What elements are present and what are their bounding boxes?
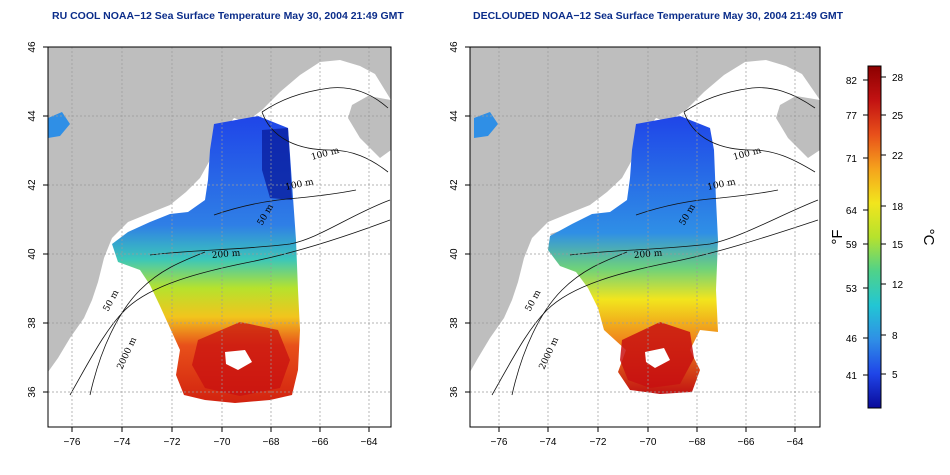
plot-frame-right (469, 46, 821, 428)
x-tick-left-3: −70 (214, 437, 231, 448)
fahrenheit-tick-7: 41 (846, 371, 858, 382)
contour-label-right-4: 50 m (524, 288, 544, 313)
y-tick-right-0: 46 (449, 41, 460, 53)
x-tick-right-3: −70 (640, 437, 657, 448)
celsius-tick-7: 5 (892, 370, 898, 381)
contour-label-left-5: 2000 m (116, 336, 140, 372)
fahrenheit-tick-6: 46 (846, 334, 858, 345)
contour-label-right-0: 100 m (732, 146, 763, 163)
graticule-right (470, 47, 820, 427)
contour-100m-left (213, 87, 389, 216)
y-tick-left-1: 44 (27, 110, 38, 122)
tick-marks-left (43, 46, 370, 432)
celsius-tick-5: 12 (892, 280, 904, 291)
contour-label-left-4: 50 m (102, 288, 122, 313)
land-mass-right (470, 47, 820, 372)
land-mass-left (48, 47, 391, 372)
contour-2000m-left (69, 219, 391, 396)
panel-title-right: DECLOUDED NOAA−12 Sea Surface Temperatur… (473, 10, 844, 22)
nova-scotia-land-left (348, 96, 391, 158)
sst-cold-patch-left (262, 128, 292, 200)
contour-200m-left (149, 199, 391, 256)
celsius-unit-label: °C (920, 229, 937, 246)
contour-label-right-3: 200 m (633, 248, 663, 260)
sst-cloud-gap-left (225, 350, 252, 370)
contour-label-left-0: 100 m (310, 146, 341, 163)
x-tick-right-5: −66 (738, 437, 755, 448)
y-tick-left-3: 40 (27, 248, 38, 260)
contour-50m-right (511, 251, 628, 396)
graticule-left (48, 47, 391, 427)
x-tick-left-0: −76 (64, 437, 81, 448)
x-tick-right-2: −72 (590, 437, 607, 448)
fahrenheit-tick-3: 64 (846, 206, 858, 217)
y-tick-left-4: 38 (27, 317, 38, 329)
sst-patch-north-left (48, 112, 70, 138)
fahrenheit-tick-4: 59 (846, 240, 858, 251)
x-tick-left-1: −74 (114, 437, 131, 448)
x-tick-right-0: −76 (491, 437, 508, 448)
contour-label-right-5: 2000 m (538, 336, 562, 372)
x-tick-left-6: −64 (361, 437, 378, 448)
celsius-tick-1: 25 (892, 111, 904, 122)
y-tick-right-3: 40 (449, 248, 460, 260)
map-panel-right: 100 m 100 m 50 m 200 m 50 m 2000 m −76 −… (449, 41, 821, 448)
y-tick-left-5: 36 (27, 386, 38, 398)
tick-marks-right (465, 46, 796, 432)
y-tick-left-2: 42 (27, 179, 38, 191)
x-tick-left-5: −66 (312, 437, 329, 448)
celsius-tick-2: 22 (892, 151, 904, 162)
contour-2000m-right (491, 219, 819, 396)
x-tick-left-2: −72 (164, 437, 181, 448)
celsius-tick-4: 15 (892, 240, 904, 251)
colorbar: 82 77 71 64 59 53 46 41 28 25 22 18 15 1… (829, 65, 937, 409)
colorbar-ticks (863, 76, 886, 376)
fahrenheit-tick-2: 71 (846, 154, 858, 165)
y-tick-right-5: 36 (449, 386, 460, 398)
x-tick-left-4: −68 (263, 437, 280, 448)
contour-200m-right (569, 199, 819, 256)
x-tick-right-4: −68 (689, 437, 706, 448)
fahrenheit-tick-0: 82 (846, 76, 858, 87)
y-tick-right-2: 42 (449, 179, 460, 191)
fahrenheit-tick-5: 53 (846, 284, 858, 295)
sst-patch-north-right (474, 112, 498, 138)
y-tick-left-0: 46 (27, 41, 38, 53)
fahrenheit-tick-1: 77 (846, 111, 858, 122)
celsius-tick-3: 18 (892, 202, 904, 213)
celsius-tick-0: 28 (892, 73, 904, 84)
sst-cloud-gap-right (645, 348, 670, 368)
contour-label-left-3: 200 m (211, 248, 241, 260)
y-tick-right-4: 38 (449, 317, 460, 329)
x-tick-right-1: −74 (540, 437, 557, 448)
map-panel-left: 100 m 100 m 50 m 200 m 50 m 2000 m −76 −… (27, 41, 392, 448)
contour-50m-left (89, 251, 206, 396)
celsius-tick-6: 8 (892, 331, 898, 342)
plot-frame-left (47, 46, 392, 428)
fahrenheit-unit-label: °F (829, 229, 846, 244)
x-tick-right-6: −64 (787, 437, 804, 448)
colorbar-gradient (867, 65, 882, 409)
y-tick-right-1: 44 (449, 110, 460, 122)
nova-scotia-land-right (776, 96, 820, 158)
sst-data-right (548, 116, 718, 394)
panel-title-left: RU COOL NOAA−12 Sea Surface Temperature … (52, 10, 404, 22)
